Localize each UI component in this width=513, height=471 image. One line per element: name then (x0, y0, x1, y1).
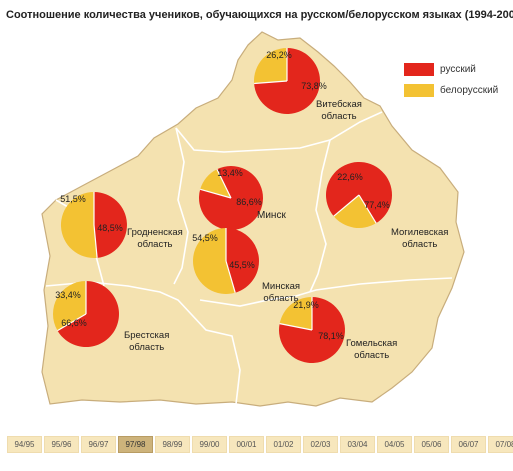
year-timeline: 94/95 95/96 96/97 97/98 98/99 99/00 00/01 01/02… (7, 436, 513, 455)
year-button-04-05[interactable]: 04/05 (377, 436, 412, 453)
legend-item-belarusian: белорусский (404, 81, 498, 99)
region-name-line: Минск (257, 210, 286, 221)
region-name-line: Гродненская (127, 227, 183, 238)
pie-label-belarusian: 54,5% (192, 233, 218, 243)
region-name-line: область (129, 342, 165, 353)
pie-divider (254, 80, 288, 85)
year-button-02-03[interactable]: 02/03 (303, 436, 338, 453)
pie-label-belarusian: 26,2% (266, 50, 292, 60)
pie-label-belarusian: 22,6% (337, 172, 363, 182)
pie-label-russian: 45,5% (229, 260, 255, 270)
region-name-line: область (354, 350, 390, 361)
pie-label-belarusian: 21,9% (293, 300, 319, 310)
pie-label-belarusian: 33,4% (55, 290, 81, 300)
region-label-minsk-city: Минск (257, 210, 286, 222)
year-button-94-95[interactable]: 94/95 (7, 436, 42, 453)
region-name-line: область (402, 239, 438, 250)
pie-divider (279, 323, 313, 331)
year-button-97-98[interactable]: 97/98 (118, 436, 153, 453)
pie-slice-russian (226, 228, 260, 293)
region-label-minsk-region: Минская область (262, 281, 300, 305)
pie-label-belarusian: 13,4% (217, 168, 243, 178)
region-name-line: область (263, 293, 299, 304)
year-button-98-99[interactable]: 98/99 (155, 436, 190, 453)
pie-slice-belarusian (193, 228, 236, 294)
year-button-96-97[interactable]: 96/97 (81, 436, 116, 453)
pie-divider (57, 313, 87, 332)
year-button-00-01[interactable]: 00/01 (229, 436, 264, 453)
pie-mogilev: 77,4% 22,6% (326, 161, 392, 228)
pie-slice-belarusian (200, 169, 231, 198)
region-name-line: область (321, 111, 357, 122)
pie-gomel: 78,1% 21,9% (278, 297, 345, 364)
region-label-vitebsk: Витебская область (316, 99, 362, 123)
map-title: Соотношение количества учеников, обучающ… (6, 9, 513, 21)
pie-brest: 66,6% 33,4% (52, 281, 119, 348)
region-label-gomel: Гомельская область (346, 338, 397, 362)
pie-label-russian: 78,1% (318, 331, 344, 341)
year-button-99-00[interactable]: 99/00 (192, 436, 227, 453)
legend-swatch-russian (404, 62, 434, 76)
pie-slice-russian (94, 192, 127, 258)
legend-item-russian: русский (404, 60, 498, 78)
region-name-line: Минская (262, 281, 301, 292)
year-button-07-08[interactable]: 07/08 (488, 436, 513, 453)
year-button-05-06[interactable]: 05/06 (414, 436, 449, 453)
pie-label-russian: 86,6% (236, 197, 262, 207)
pie-divider (333, 194, 360, 217)
pie-slice-russian (57, 281, 119, 348)
pie-vitebsk: 73,8% 26,2% (253, 48, 327, 114)
pie-divider (216, 168, 232, 199)
year-button-01-02[interactable]: 01/02 (266, 436, 301, 453)
legend: русский белорусский (404, 60, 498, 102)
pie-label-russian: 73,8% (301, 81, 327, 91)
pie-divider (358, 194, 377, 224)
region-label-grodno: Гродненская область (127, 227, 183, 251)
year-button-06-07[interactable]: 06/07 (451, 436, 486, 453)
pie-slice-belarusian (253, 48, 287, 84)
region-name-line: область (137, 239, 173, 250)
pie-slice-russian (326, 161, 392, 224)
region-name-line: Гомельская (346, 338, 398, 349)
pie-chart-layer: 73,8% 26,2% 86,6% 13,4% 77,4% 22,6% 48,5% 51,5%… (52, 48, 392, 364)
pie-label-belarusian: 51,5% (60, 194, 86, 204)
pie-grodno: 48,5% 51,5% (60, 191, 127, 258)
region-name-line: Могилевская (391, 227, 449, 238)
pie-label-russian: 77,4% (364, 200, 390, 210)
year-button-03-04[interactable]: 03/04 (340, 436, 375, 453)
pie-label-russian: 66,6% (61, 318, 87, 328)
pie-divider (225, 260, 236, 293)
legend-label: белорусский (440, 84, 499, 96)
legend-label: русский (440, 63, 476, 75)
pie-label-russian: 48,5% (97, 223, 123, 233)
region-label-brest: Брестская область (124, 330, 169, 354)
legend-swatch-belarusian (404, 83, 434, 97)
pie-divider (93, 224, 98, 258)
pie-slice-belarusian (333, 195, 377, 228)
belarus-map: 73,8% 26,2% 86,6% 13,4% 77,4% 22,6% 48,5% 51,5%… (41, 31, 465, 407)
region-label-mogilev: Могилевская область (391, 227, 448, 251)
year-button-95-96[interactable]: 95/96 (44, 436, 79, 453)
region-borders (45, 111, 453, 405)
pie-slice-belarusian (60, 191, 98, 258)
pie-slice-belarusian (279, 297, 312, 330)
region-name-line: Витебская (316, 99, 362, 110)
pie-minsk-region: 45,5% 54,5% (192, 228, 260, 294)
pie-minsk-city: 86,6% 13,4% (198, 166, 263, 231)
region-name-line: Брестская (124, 330, 170, 341)
pie-divider (200, 188, 232, 199)
